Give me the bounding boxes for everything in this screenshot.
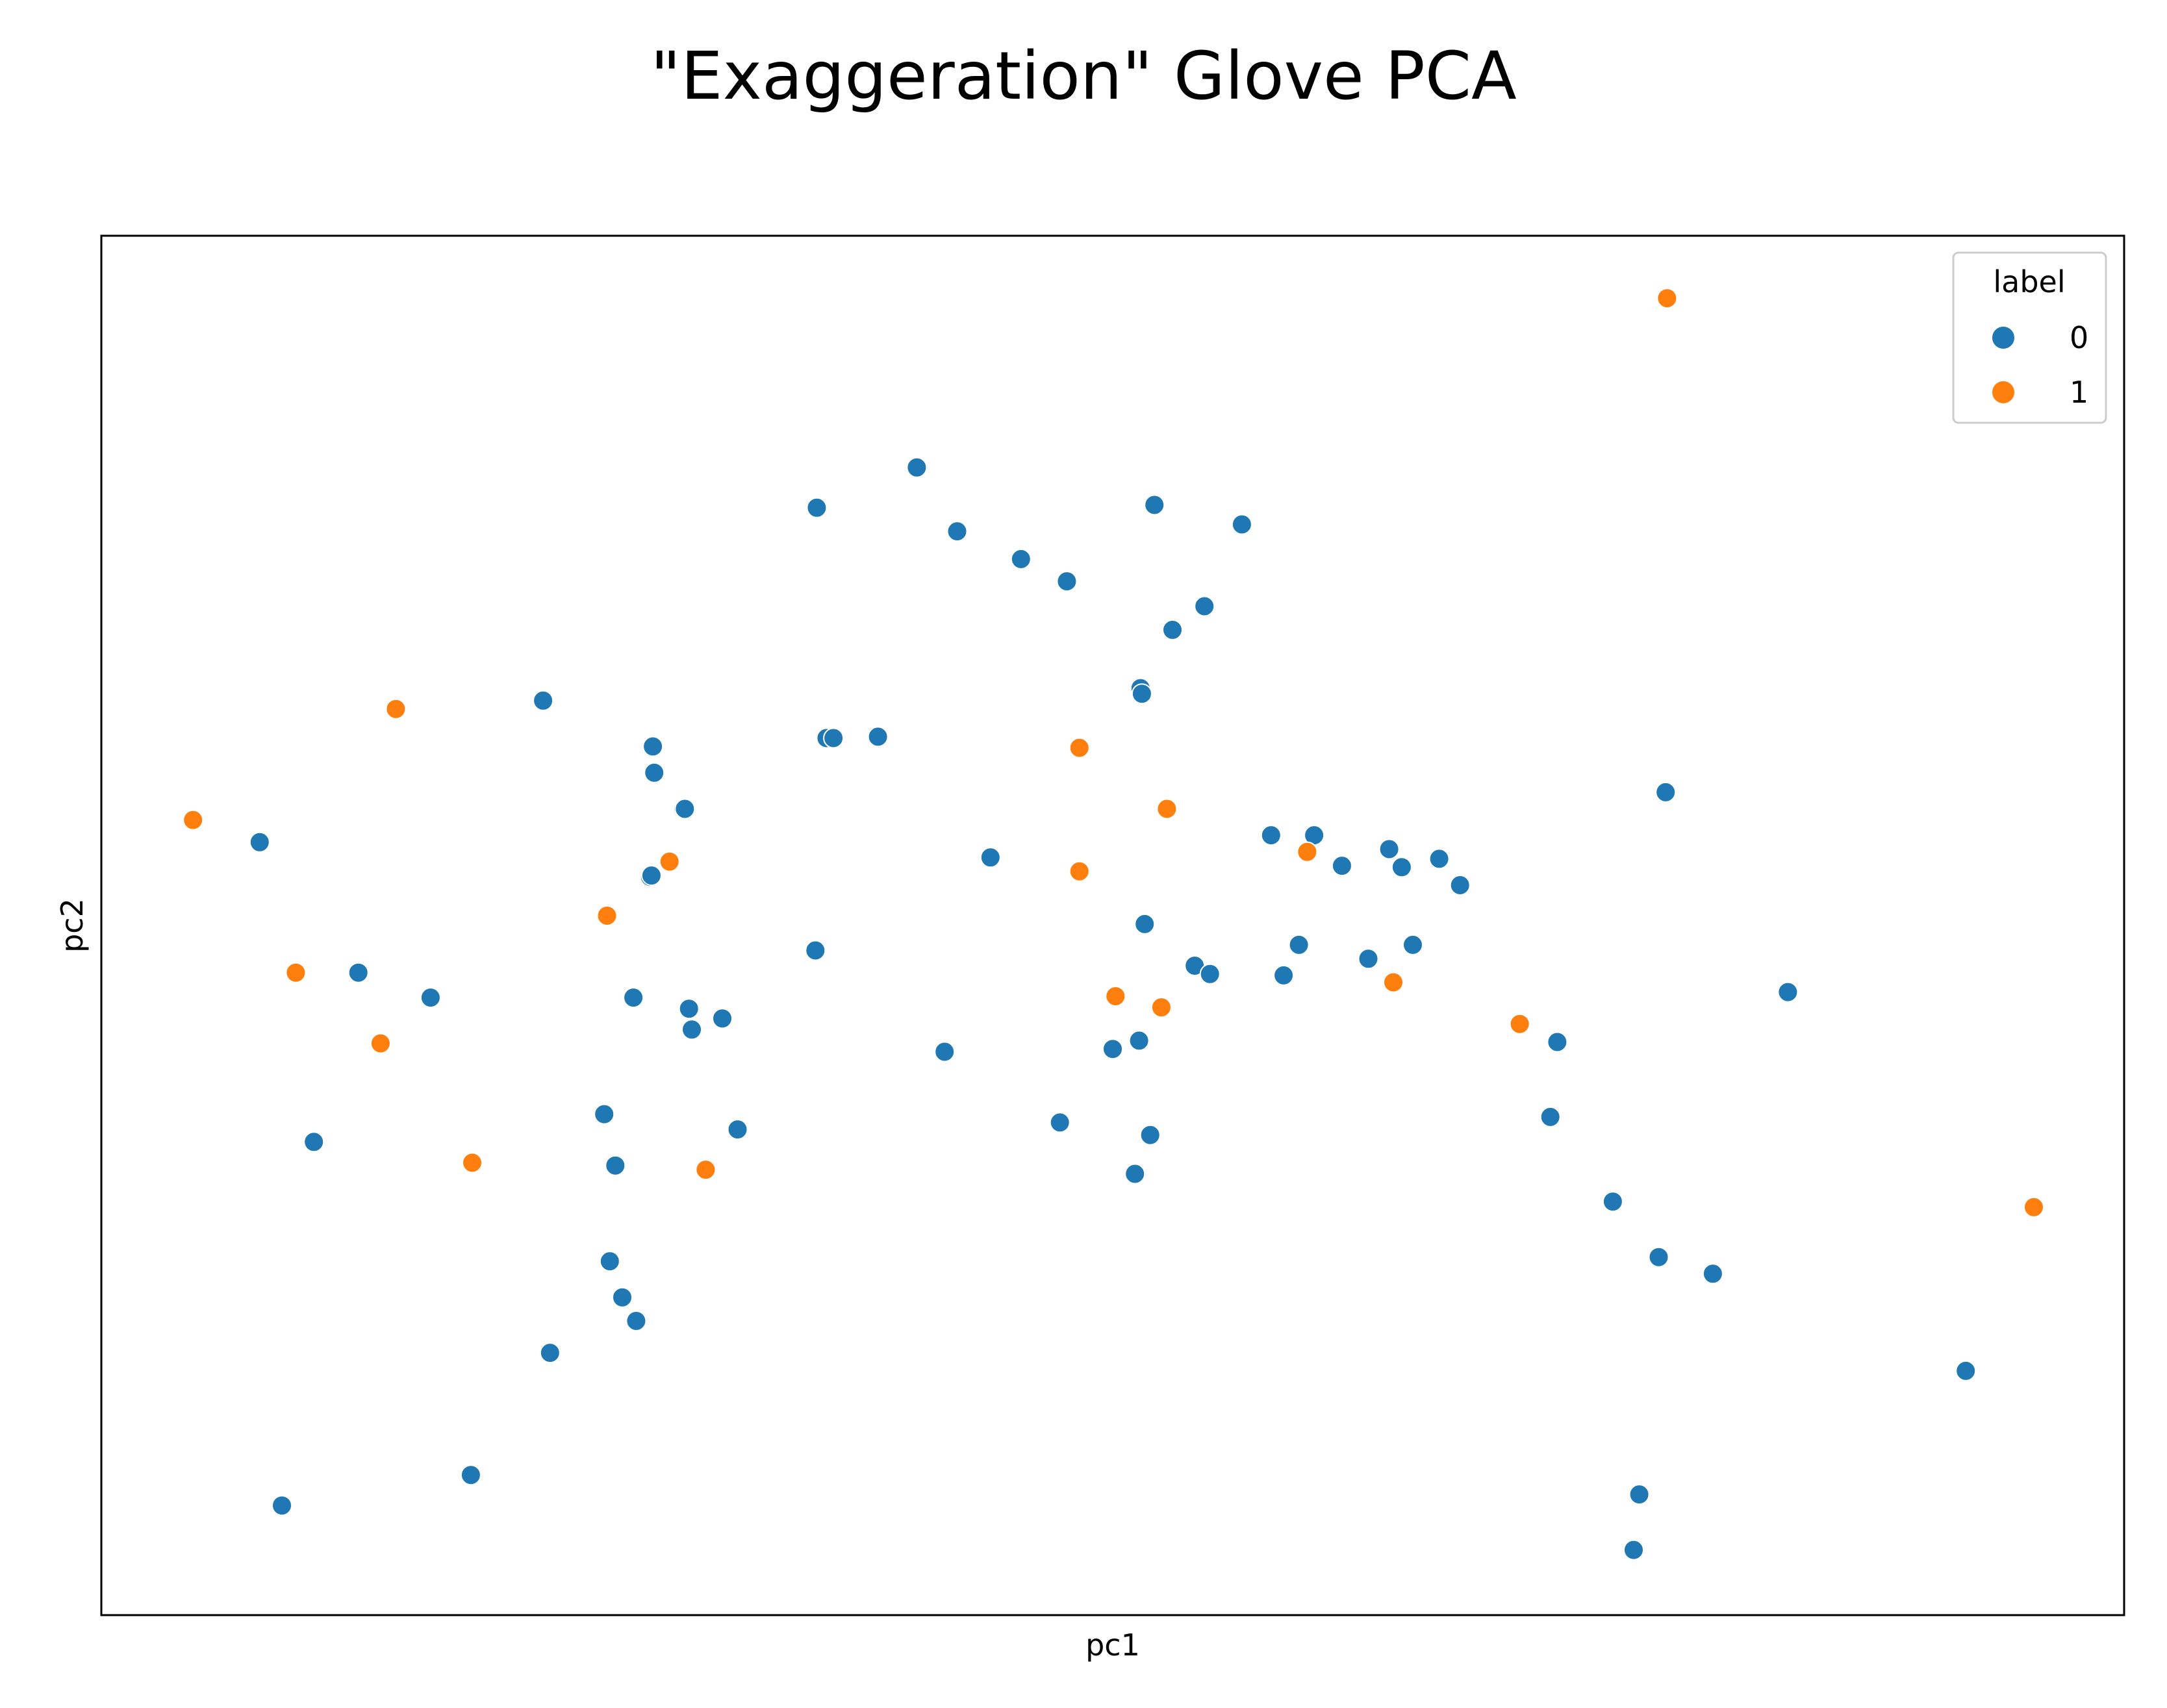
point-label-0-47 [1199, 963, 1221, 985]
point-label-1-10 [1105, 986, 1126, 1007]
point-label-0-34 [1049, 1112, 1071, 1133]
data-points [183, 288, 2044, 1561]
point-label-0-36 [1102, 1038, 1123, 1060]
point-label-0-12 [623, 987, 644, 1009]
point-label-1-4 [462, 1152, 483, 1174]
point-label-0-41 [1134, 913, 1156, 935]
point-label-0-16 [644, 762, 665, 783]
point-label-0-46 [1194, 596, 1215, 617]
point-label-0-21 [681, 1019, 702, 1040]
point-label-0-68 [1777, 981, 1799, 1003]
point-label-0-39 [1131, 683, 1152, 705]
legend: label 0 1 [1952, 251, 2107, 424]
point-label-0-17 [640, 865, 662, 886]
legend-marker-1 [1991, 380, 2016, 405]
point-label-0-1 [272, 1495, 292, 1516]
point-label-0-42 [1139, 1124, 1161, 1146]
point-label-1-17 [2023, 1196, 2044, 1218]
point-label-0-10 [605, 1155, 626, 1176]
point-label-0-37 [1128, 1030, 1150, 1051]
point-label-0-24 [805, 940, 826, 961]
point-label-0-66 [1655, 781, 1677, 803]
point-label-0-54 [1358, 948, 1379, 970]
point-label-0-25 [806, 497, 828, 518]
point-label-1-1 [285, 962, 307, 983]
point-label-0-15 [642, 736, 664, 757]
point-label-0-27 [823, 727, 844, 749]
point-label-1-8 [1069, 737, 1090, 759]
point-label-0-64 [1628, 1484, 1650, 1505]
point-label-1-6 [659, 851, 680, 872]
point-label-0-49 [1260, 825, 1282, 846]
point-label-0-19 [674, 798, 696, 820]
point-label-0-29 [906, 457, 928, 478]
point-label-0-3 [348, 962, 369, 983]
point-label-1-7 [695, 1159, 716, 1181]
point-label-0-53 [1331, 855, 1352, 877]
point-label-0-61 [1547, 1031, 1568, 1053]
plot-area [101, 236, 2124, 1615]
legend-marker-0 [1991, 325, 2016, 350]
plot-frame [100, 234, 2125, 1616]
point-label-0-69 [1955, 1360, 1977, 1381]
point-label-0-60 [1540, 1106, 1561, 1127]
point-label-0-33 [1010, 548, 1032, 570]
x-axis-label: pc1 [1085, 1627, 1140, 1663]
point-label-1-13 [1297, 841, 1318, 862]
point-label-0-57 [1402, 934, 1423, 955]
point-label-1-16 [1656, 288, 1678, 309]
point-label-0-31 [946, 521, 968, 542]
point-label-1-5 [596, 905, 618, 926]
point-label-0-43 [1144, 494, 1165, 516]
point-label-0-20 [678, 998, 700, 1020]
chart-title: "Exaggeration" Glove PCA [650, 38, 1516, 115]
point-label-0-59 [1449, 875, 1471, 896]
point-label-0-6 [533, 690, 554, 711]
point-label-0-32 [980, 847, 1001, 868]
point-label-0-67 [1702, 1263, 1723, 1285]
legend-title: label [1993, 264, 2065, 299]
legend-box [1952, 251, 2107, 424]
point-label-1-2 [370, 1033, 391, 1054]
point-label-0-56 [1391, 857, 1412, 878]
point-label-0-13 [626, 1311, 647, 1331]
point-label-0-30 [934, 1041, 956, 1062]
y-axis-label: pc2 [55, 898, 90, 953]
point-label-0-5 [460, 1464, 481, 1486]
point-label-0-8 [594, 1103, 615, 1125]
point-label-0-23 [727, 1119, 748, 1140]
point-label-0-58 [1428, 848, 1450, 870]
point-label-1-12 [1156, 798, 1178, 820]
point-label-0-51 [1288, 934, 1310, 955]
legend-label-1: 1 [2070, 375, 2088, 410]
point-label-0-62 [1602, 1191, 1623, 1212]
point-label-0-22 [712, 1008, 733, 1029]
point-label-1-3 [385, 698, 407, 720]
point-label-0-28 [867, 726, 889, 747]
point-label-0-7 [539, 1342, 561, 1364]
point-label-1-15 [1509, 1013, 1530, 1035]
point-label-1-0 [183, 809, 204, 831]
point-label-0-11 [612, 1287, 633, 1308]
point-label-0-4 [420, 987, 441, 1009]
point-label-0-48 [1231, 514, 1252, 535]
point-label-1-9 [1069, 860, 1090, 882]
point-label-0-63 [1623, 1539, 1644, 1561]
point-label-0-65 [1648, 1246, 1669, 1268]
point-label-1-14 [1383, 972, 1404, 993]
point-label-0-35 [1056, 571, 1078, 592]
legend-label-0: 0 [2070, 320, 2088, 355]
point-label-0-44 [1162, 619, 1183, 640]
point-label-0-0 [249, 831, 270, 853]
point-label-0-40 [1124, 1163, 1146, 1185]
point-label-0-50 [1273, 964, 1295, 986]
point-label-0-55 [1378, 838, 1400, 860]
point-label-1-11 [1150, 997, 1172, 1018]
point-label-0-9 [599, 1251, 620, 1272]
point-label-0-2 [303, 1131, 325, 1153]
